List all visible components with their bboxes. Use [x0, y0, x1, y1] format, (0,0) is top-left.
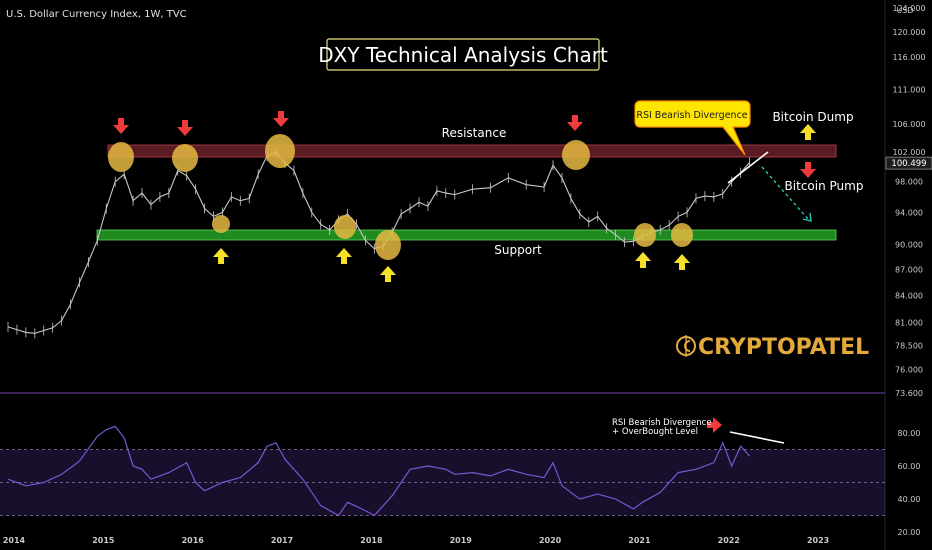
arrow-up-icon: [213, 248, 229, 264]
date-tick-label: 2018: [360, 536, 383, 545]
price-tick-label: 94.000: [895, 208, 923, 217]
price-tick-label: 73.600: [895, 389, 923, 398]
arrow-down-icon: [177, 120, 193, 136]
rsi-note-line1: RSI Bearish Divergence: [612, 418, 712, 428]
highlight-markers: [108, 134, 693, 260]
date-tick-label: 2016: [182, 536, 205, 545]
arrow-down-icon: [800, 162, 816, 178]
support-touch-marker: [334, 215, 356, 239]
support-touch-marker: [671, 223, 693, 247]
price-tick-label: 102.000: [892, 148, 925, 157]
resistance-label: Resistance: [442, 126, 507, 140]
arrow-right-icon: [707, 417, 722, 433]
rsi-tick-label: 80.00: [898, 429, 921, 438]
resistance-touch-marker: [108, 142, 134, 172]
price-tick-label: 87.000: [895, 266, 923, 275]
arrow-up-icon: [336, 248, 352, 264]
price-tick-label: 106.000: [892, 120, 925, 129]
price-tick-label: 84.000: [895, 291, 923, 300]
bitcoin-pump-label: Bitcoin Pump: [785, 179, 864, 193]
rsi-callout: RSI Bearish Divergence: [634, 100, 751, 156]
last-price-tag: 100.499: [885, 156, 932, 170]
arrow-down-icon: [113, 118, 129, 134]
date-tick-label: 2020: [539, 536, 562, 545]
arrow-up-icon: [800, 124, 816, 140]
support-touch-marker: [212, 215, 230, 233]
projection-arrowhead-icon: [802, 212, 812, 222]
support-touch-marker: [375, 230, 401, 260]
rsi-divergence-line: [729, 431, 785, 444]
arrow-down-icon: [273, 111, 289, 127]
price-tick-label: 116.000: [892, 53, 925, 62]
date-tick-label: 2019: [450, 536, 473, 545]
date-tick-label: 2014: [3, 536, 26, 545]
price-tick-label: 90.000: [895, 241, 923, 250]
symbol-header: U.S. Dollar Currency Index, 1W, TVC: [6, 9, 187, 20]
date-tick-label: 2015: [92, 536, 115, 545]
price-tick-label: 98.000: [895, 178, 923, 187]
brand-text: CRYPTOPATEL: [698, 335, 869, 360]
arrow-down-icon: [567, 115, 583, 131]
price-tick-label: 111.000: [892, 86, 925, 95]
rsi-note-line2: + OverBought Level: [612, 427, 698, 437]
callout-bubble: [634, 100, 751, 156]
rsi-tick-label: 40.00: [898, 495, 921, 504]
support-touch-marker: [634, 223, 656, 247]
date-tick-label: 2023: [807, 536, 829, 545]
bitcoin-dump-label: Bitcoin Dump: [772, 110, 853, 124]
resistance-touch-marker: [562, 140, 590, 170]
price-tick-label: 124.000: [892, 4, 925, 13]
resistance-touch-marker: [265, 134, 295, 168]
title-frame: [326, 38, 600, 71]
price-tick-label: 120.000: [892, 28, 925, 37]
rsi-tick-label: 60.00: [898, 462, 921, 471]
price-axis: 124.000 120.000 116.000 111.000 106.000 102.0…: [892, 4, 925, 398]
chart-title-box: DXY Technical Analysis Chart: [318, 38, 608, 71]
date-tick-label: 2017: [271, 536, 293, 545]
price-tick-label: 76.000: [895, 365, 923, 374]
rsi-tick-label: 20.00: [898, 528, 921, 537]
price-divergence-line: [727, 151, 769, 184]
price-unit-label: USD: [896, 6, 913, 15]
support-label: Support: [494, 243, 542, 257]
date-tick-label: 2022: [718, 536, 740, 545]
resistance-band: [107, 144, 837, 158]
rsi-band: [0, 449, 885, 516]
last-price-value: 100.499: [891, 159, 926, 169]
last-price-box: [885, 156, 932, 170]
arrow-up-icon: [674, 254, 690, 270]
callout-text: RSI Bearish Divergence: [636, 110, 747, 121]
resistance-arrows: [113, 111, 816, 433]
brand-c-icon: [684, 340, 691, 352]
date-tick-label: 2021: [628, 536, 651, 545]
price-tick-label: 81.000: [895, 318, 923, 327]
date-axis: 2014 2015 2016 2017 2018 2019 2020 2021 2022 2023: [3, 536, 829, 545]
support-band: [96, 229, 837, 241]
rsi-axis: 80.00 60.00 40.00 20.00: [898, 429, 921, 537]
arrow-up-icon: [380, 266, 396, 282]
price-tick-label: 78.500: [895, 341, 923, 350]
resistance-touch-marker: [172, 144, 198, 172]
arrow-up-icon: [635, 252, 651, 268]
support-arrows: [213, 124, 816, 282]
rsi-line: [7, 425, 751, 517]
brand-watermark: CRYPTOPATEL: [676, 335, 869, 360]
chart-title: DXY Technical Analysis Chart: [318, 43, 608, 67]
rsi-series: [7, 425, 751, 517]
